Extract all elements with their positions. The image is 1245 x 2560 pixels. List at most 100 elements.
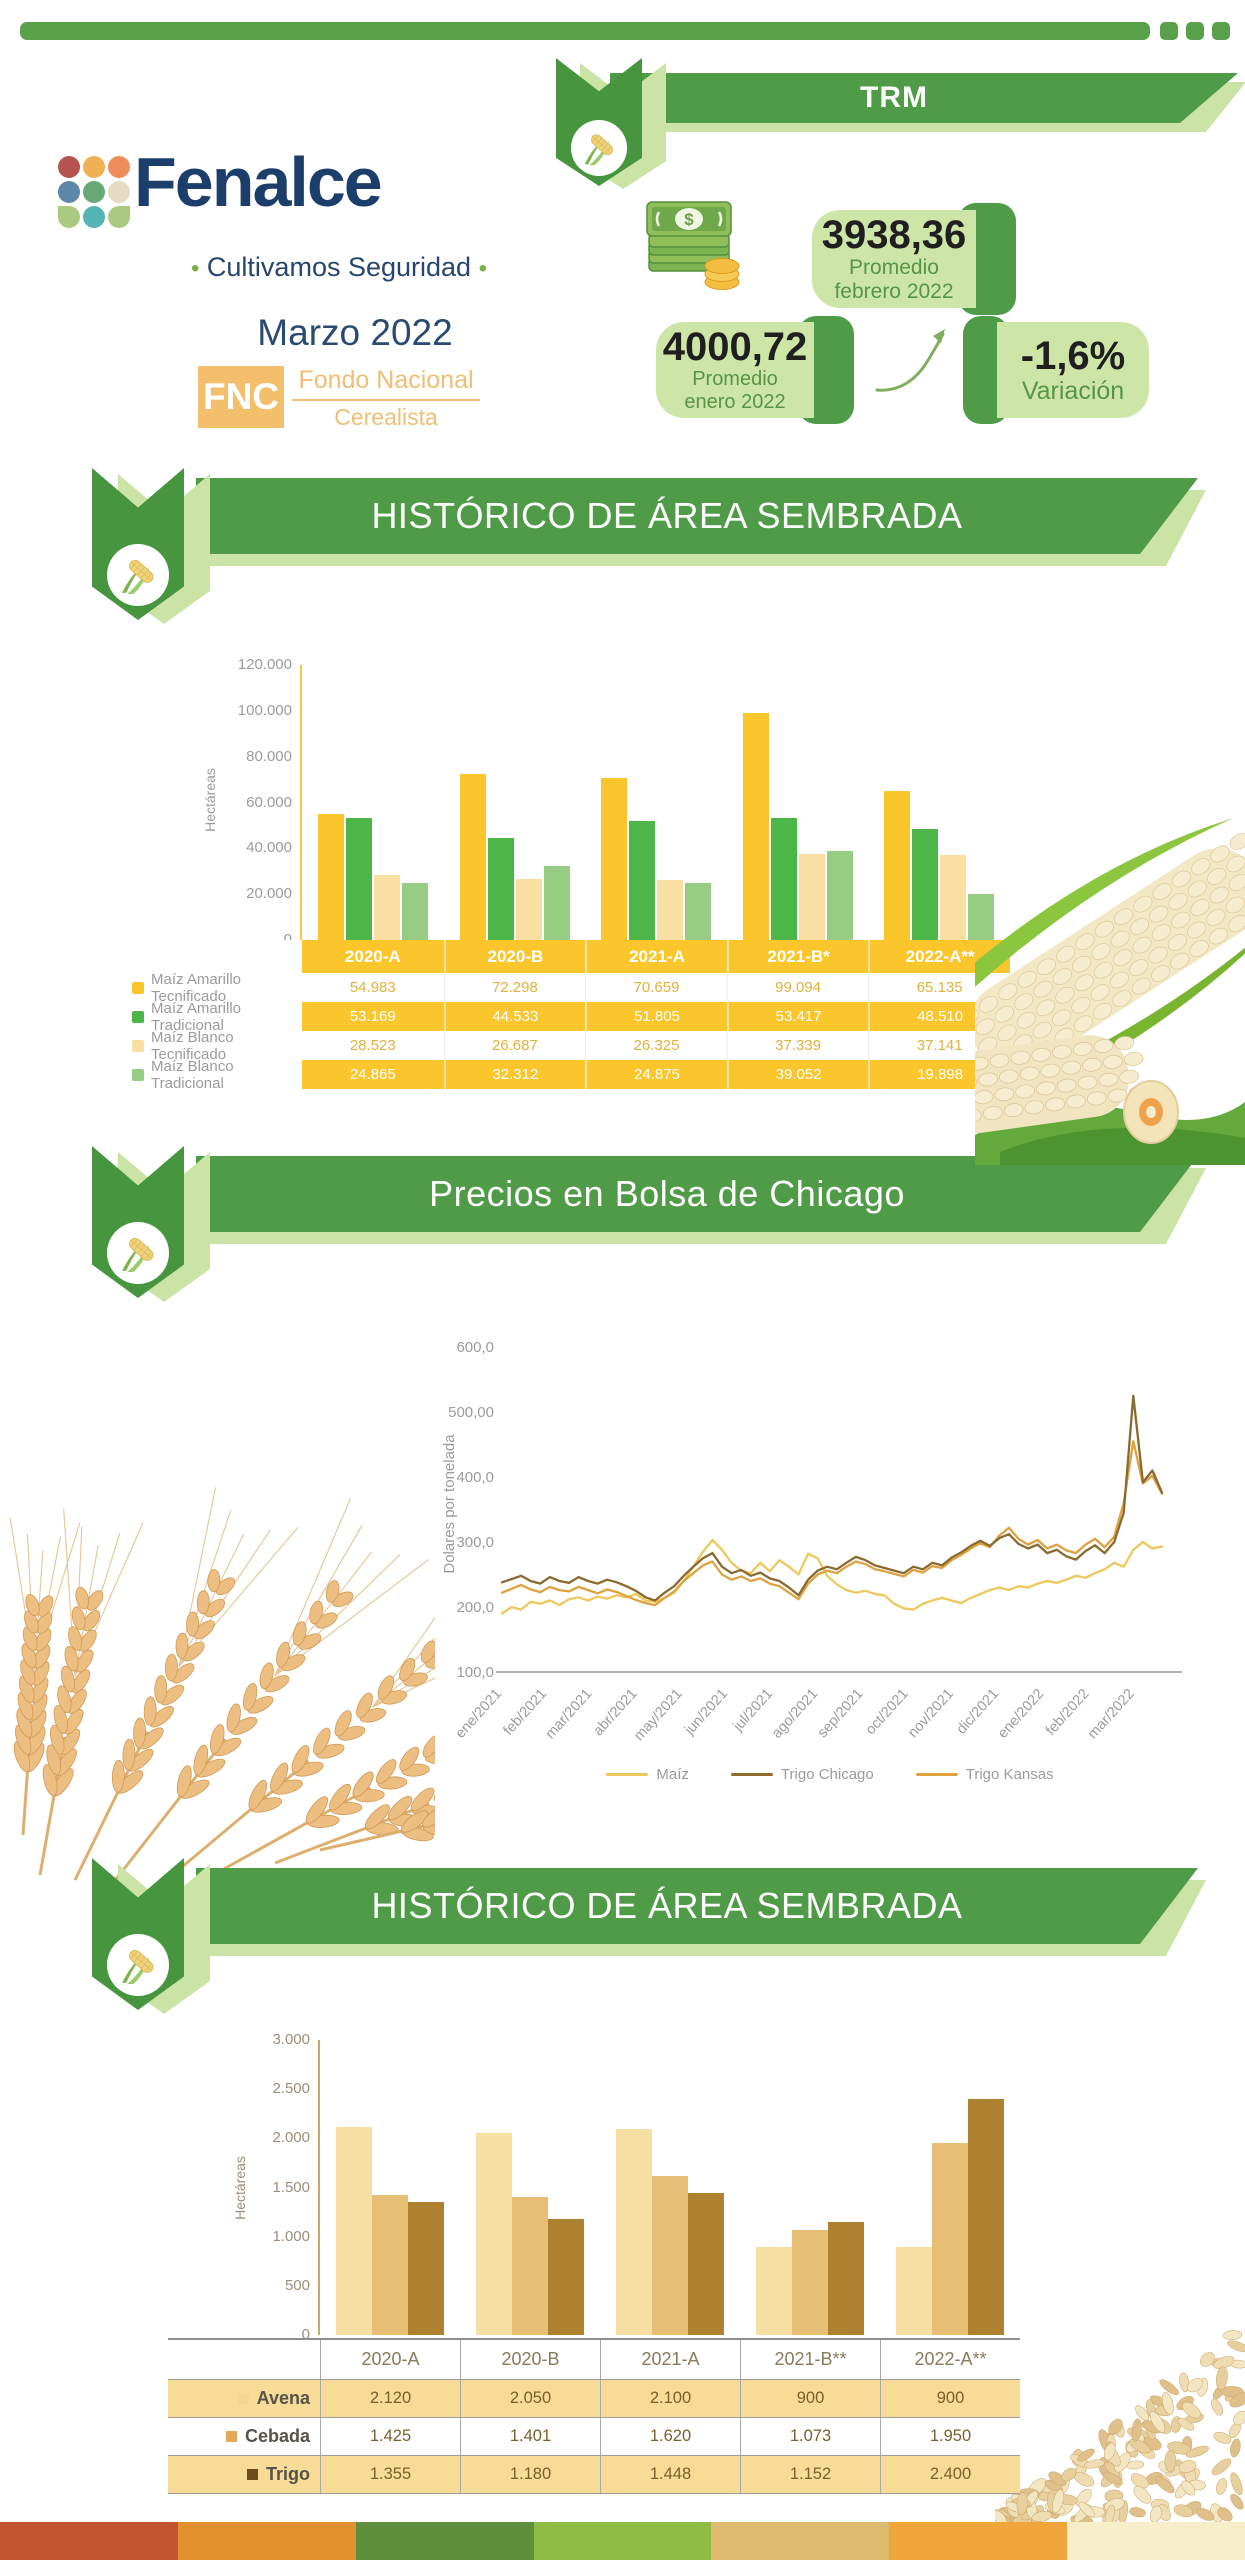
row-label: Maíz Amarillo Tecnificado (132, 970, 302, 1005)
bar-avena (756, 2246, 792, 2335)
row-label-text: Maíz Amarillo Tradicional (151, 999, 242, 1034)
table-cell: 53.169 (302, 1002, 444, 1031)
y-tick-label: 120.000 (237, 656, 292, 673)
trm-january-label2: enero 2022 (684, 391, 786, 413)
chart1-data-table: 2020-A 2020-B 2021-A 2021-B* 2022-A** Maíz Am… (132, 940, 1010, 1092)
logo-dot (58, 156, 80, 178)
top-decoration-square (1160, 22, 1178, 40)
table-cell: 44.533 (443, 1002, 586, 1031)
strip-segment (889, 2522, 1068, 2560)
row-label-text: Maíz Amarillo Tecnificado (151, 970, 242, 1005)
y-tick-label: 0 (212, 931, 292, 948)
chicago-section-badge (92, 1146, 210, 1302)
bar-avena (616, 2128, 652, 2335)
legend-line-swatch (730, 1772, 773, 1777)
bar-cebada (652, 2175, 688, 2335)
x-tick-label: mar/2022 (1085, 1686, 1138, 1742)
bar-ma-z-amarillo-tradicional (770, 817, 797, 940)
bar-avena (476, 2133, 512, 2335)
table-cell: 37.339 (726, 1031, 869, 1060)
chicago-banner: Precios en Bolsa de Chicago (196, 1156, 1198, 1232)
strip-segment (0, 2522, 178, 2560)
legend-item: Trigo Kansas (915, 1766, 1054, 1783)
trm-february-label2: febrero 2022 (834, 280, 954, 303)
table-cell: 53.417 (726, 1002, 869, 1031)
bar-ma-z-amarillo-tradicional (912, 828, 939, 940)
bar-ma-z-amarillo-tecnificado (742, 712, 769, 940)
row-label-text: Cebada (244, 2426, 310, 2446)
banner-bar: HISTÓRICO DE ÁREA SEMBRADA (196, 478, 1198, 554)
area1-title: HISTÓRICO DE ÁREA SEMBRADA (371, 495, 963, 536)
bar-cebada (792, 2229, 828, 2335)
row-label-text: Maíz Blanco Tradicional (151, 1057, 234, 1092)
row-label: Maíz Blanco Tradicional (132, 1057, 302, 1092)
svg-text:$: $ (684, 210, 694, 229)
chart1-y-axis-line (300, 665, 302, 940)
trm-january-pill: 4000,72 Promedio enero 2022 (656, 316, 854, 424)
series-line-trigo-chicago (500, 1394, 1164, 1602)
x-tick-label: mar/2021 (542, 1686, 595, 1742)
corn-cob-glyph (121, 1237, 153, 1272)
bar-ma-z-blanco-tradicional (543, 866, 570, 940)
corn-icon (571, 120, 627, 176)
bar-ma-z-amarillo-tecnificado (884, 790, 911, 940)
y-tick-label: 2.000 (272, 2129, 310, 2147)
trm-banner: TRM (610, 73, 1238, 123)
legend-line-swatch (915, 1772, 958, 1777)
row-label: Trigo (168, 2456, 320, 2494)
report-period: Marzo 2022 (257, 312, 453, 353)
legend-swatch (132, 1039, 144, 1052)
y-tick-label: 400,0 (456, 1469, 494, 1486)
table-cell: 24.865 (302, 1060, 444, 1089)
table-cell: 70.659 (585, 973, 727, 1002)
top-decoration-square (1212, 22, 1230, 40)
logo-leaf-icon (108, 206, 130, 228)
y-tick-label: 500 (284, 2276, 310, 2294)
y-tick-label: 100.000 (237, 701, 292, 719)
table-cell: 1.425 (320, 2418, 460, 2456)
tagline-bullet-icon: • (191, 255, 200, 282)
y-tick-label: 100,0 (456, 1664, 494, 1681)
coins-icon (704, 258, 740, 290)
trm-january-label1: Promedio (692, 368, 778, 390)
table-cell: 28.523 (302, 1031, 444, 1060)
area1-banner: HISTÓRICO DE ÁREA SEMBRADA (196, 478, 1198, 554)
trm-variation-label: Variación (1021, 376, 1125, 405)
row-label: Maíz Amarillo Tradicional (132, 999, 302, 1034)
y-tick-label: 80.000 (246, 747, 292, 765)
bar-trigo (968, 2099, 1004, 2335)
y-tick-label: 600,0 (456, 1339, 494, 1356)
trm-variation-pill: -1,6% Variación (963, 316, 1149, 424)
bar-trigo (408, 2201, 444, 2335)
area2-banner: HISTÓRICO DE ÁREA SEMBRADA (196, 1868, 1198, 1944)
strip-segment (711, 2522, 890, 2560)
corn-cob-glyph (584, 133, 613, 165)
row-label: Avena (168, 2380, 320, 2418)
table-cell: 2.400 (880, 2456, 1020, 2494)
table-cell: 1.180 (460, 2456, 600, 2494)
banner-bar: HISTÓRICO DE ÁREA SEMBRADA (196, 1868, 1198, 1944)
chart2-y-axis-line (318, 2040, 320, 2335)
white-corn-image (975, 818, 1245, 1165)
table-cell: 2.050 (460, 2380, 600, 2418)
column-header: 2021-A (585, 940, 727, 973)
fnc-name: Fondo Nacional Cerealista (292, 366, 480, 431)
legend-line-swatch (606, 1772, 649, 1777)
series-line-trigo-kansas (500, 1440, 1164, 1607)
table-cell: 1.950 (880, 2418, 1020, 2456)
corn-icon (107, 544, 169, 606)
y-tick-label: 40.000 (246, 839, 292, 857)
table-cell: 39.052 (726, 1060, 869, 1089)
money-icon: $ (646, 201, 740, 290)
legend-label: Maíz (656, 1766, 689, 1783)
bar-trigo (828, 2221, 864, 2335)
y-tick-label: 200,0 (456, 1599, 494, 1616)
trm-january-value: 4000,72 (662, 325, 808, 369)
bar-trigo (548, 2219, 584, 2335)
x-tick-label: ene/2022 (995, 1686, 1047, 1742)
logo-leaf-icon (58, 206, 80, 228)
column-header: 2021-B** (740, 2340, 880, 2380)
fnc-name-line1: Fondo Nacional (292, 366, 480, 401)
legend-swatch (132, 1010, 144, 1023)
